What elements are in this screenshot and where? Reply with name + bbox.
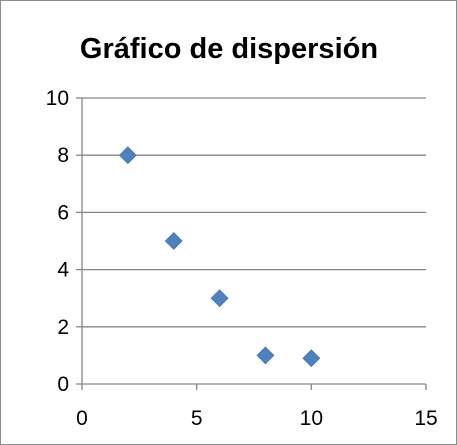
data-point bbox=[118, 146, 137, 165]
tick-labels: 0 2 4 6 8 10 0 5 10 15 bbox=[46, 87, 438, 430]
y-tick-label: 4 bbox=[57, 259, 69, 282]
x-tick-label: 10 bbox=[300, 407, 323, 430]
x-tick-label: 0 bbox=[76, 407, 88, 430]
chart-title: Gráfico de dispersión bbox=[80, 33, 378, 65]
y-tick-label: 2 bbox=[57, 316, 69, 339]
y-tick-label: 0 bbox=[57, 373, 69, 396]
x-tick-label: 15 bbox=[414, 407, 437, 430]
y-tick-label: 6 bbox=[57, 201, 69, 224]
y-tick-label: 10 bbox=[46, 87, 69, 110]
data-point bbox=[210, 289, 229, 308]
y-tick-label: 8 bbox=[57, 144, 69, 167]
data-point bbox=[164, 232, 183, 250]
axes bbox=[76, 97, 427, 390]
data-point bbox=[302, 349, 321, 368]
gridlines bbox=[82, 97, 426, 328]
data-points bbox=[118, 146, 321, 368]
x-tick-label: 5 bbox=[191, 407, 203, 430]
data-point bbox=[256, 346, 275, 365]
